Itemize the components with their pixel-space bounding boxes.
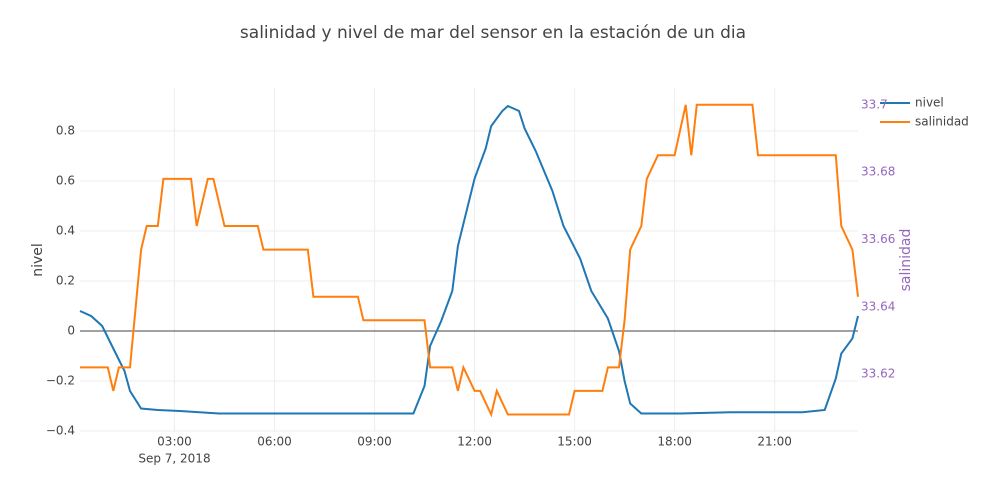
- x-tick-label: 15:00: [557, 435, 592, 449]
- legend-label: nivel: [915, 96, 944, 110]
- y2-tick-label: 33.7: [861, 97, 888, 111]
- x-tick-label: 06:00: [257, 435, 292, 449]
- y-tick-label: 0.4: [56, 224, 75, 238]
- chart-title: salinidad y nivel de mar del sensor en l…: [240, 23, 746, 43]
- x-tick-label: 09:00: [357, 435, 392, 449]
- x-tick-label: 21:00: [757, 435, 792, 449]
- grid: [80, 88, 858, 432]
- y-tick-label: 0: [67, 324, 75, 338]
- plot-area: [79, 103, 859, 418]
- y-tick-label: −0.4: [46, 424, 75, 438]
- y-tick-label: −0.2: [46, 374, 75, 388]
- y-tick-label: 0.2: [56, 274, 75, 288]
- y-tick-label: 0.6: [56, 174, 75, 188]
- y2-axis-title: salinidad: [898, 229, 914, 292]
- legend: nivel salinidad: [877, 92, 982, 132]
- line-series: [79, 104, 859, 415]
- x-date-label: Sep 7, 2018: [138, 452, 210, 466]
- x-tick-label: 03:00: [157, 435, 192, 449]
- y2-tick-label: 33.62: [861, 367, 895, 381]
- line-series: [80, 103, 859, 418]
- legend-background: [877, 92, 982, 132]
- y2-tick-label: 33.66: [861, 232, 895, 246]
- y-tick-label: 0.8: [56, 124, 75, 138]
- y2-tick-label: 33.64: [861, 299, 895, 313]
- x-tick-label: 18:00: [657, 435, 692, 449]
- y2-tick-label: 33.68: [861, 165, 895, 179]
- y-axis-title: nivel: [30, 243, 46, 277]
- legend-label: salinidad: [915, 115, 969, 129]
- x-tick-label: 12:00: [457, 435, 492, 449]
